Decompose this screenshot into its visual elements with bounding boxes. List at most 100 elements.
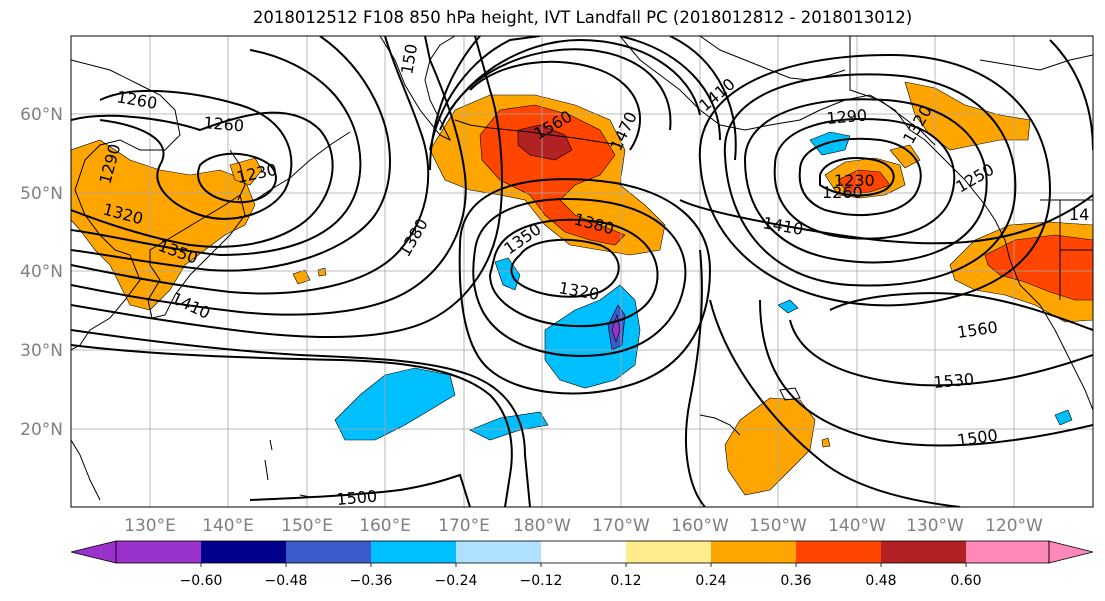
lon-label: 170°E bbox=[438, 516, 490, 536]
colorbar-tick-label: −0.60 bbox=[180, 573, 223, 589]
colorbar-segment bbox=[201, 541, 286, 563]
lat-label: 60°N bbox=[20, 105, 63, 125]
colorbar-segment bbox=[541, 541, 626, 563]
colorbar-segment bbox=[371, 541, 456, 563]
positive-region-small-2 bbox=[317, 267, 327, 277]
contour-1470-east bbox=[709, 299, 961, 507]
lon-label: 170°W bbox=[592, 516, 650, 536]
contour-1560-ridge bbox=[469, 60, 641, 151]
contour-1530-east bbox=[789, 319, 1093, 387]
positive-region-japan-small bbox=[229, 157, 263, 186]
colorbar-ticks bbox=[200, 563, 967, 567]
contour-1260-west bbox=[99, 89, 293, 220]
contour-1230-gulf bbox=[819, 157, 895, 197]
lon-label: 150°W bbox=[749, 516, 807, 536]
map-panel: 1260 1260 1230 1290 1320 1350 1410 150 1… bbox=[70, 35, 1094, 509]
colorbar-segment bbox=[286, 541, 371, 563]
colorbar-segment bbox=[626, 541, 711, 563]
contour-1470-ridge bbox=[429, 36, 721, 151]
coast-kamchatka bbox=[379, 36, 456, 142]
lon-label: 150°E bbox=[281, 516, 333, 536]
contour-1320-gulf bbox=[743, 98, 988, 264]
lon-label: 140°E bbox=[202, 516, 254, 536]
colorbar: −0.60 −0.48 −0.36 −0.24 −0.12 0.12 0.24 … bbox=[70, 540, 1094, 589]
contour-1290-west bbox=[71, 111, 334, 248]
negative-region-west-1 bbox=[334, 367, 456, 441]
lon-label: 120°W bbox=[985, 516, 1043, 536]
contour-1410-west bbox=[71, 36, 467, 316]
contour-1410-east bbox=[679, 194, 1093, 245]
coast-alaska bbox=[619, 36, 1093, 411]
map-title: 2018012512 F108 850 hPa height, IVT Land… bbox=[252, 8, 913, 27]
lat-label: 50°N bbox=[20, 184, 63, 204]
contour-1350-central bbox=[488, 218, 659, 328]
coast-kuril bbox=[254, 131, 351, 201]
contour-1350-west bbox=[71, 36, 391, 272]
contour-1320-central bbox=[510, 238, 620, 298]
colorbar-tick-label: 0.60 bbox=[950, 573, 981, 589]
colorbar-tick-label: −0.48 bbox=[265, 573, 308, 589]
lon-label: 160°W bbox=[671, 516, 729, 536]
colorbar-extend-min bbox=[70, 540, 117, 564]
colorbar-tick-label: 0.48 bbox=[865, 573, 896, 589]
coast-arctic-islands bbox=[979, 54, 1093, 71]
contour-1500-ridge bbox=[439, 38, 701, 131]
colorbar-tick-label: 0.36 bbox=[780, 573, 811, 589]
colorbar-extend-max bbox=[1048, 540, 1094, 564]
very-strong-positive-aleutian bbox=[517, 124, 573, 161]
lon-label: 130°W bbox=[906, 516, 964, 536]
lon-label: 180°W bbox=[513, 516, 571, 536]
height-contours bbox=[71, 36, 1093, 507]
latitude-labels: 60°N 50°N 40°N 30°N 20°N bbox=[20, 105, 63, 440]
coast-hawaii-big bbox=[779, 387, 801, 401]
contour-1410-central bbox=[458, 178, 712, 395]
contour-1500-west bbox=[71, 344, 513, 507]
lat-label: 40°N bbox=[20, 262, 63, 282]
contour-label: 14 bbox=[1069, 205, 1089, 224]
coast-phil bbox=[71, 439, 101, 501]
colorbar-tick-label: 0.24 bbox=[695, 573, 726, 589]
contour-1440-ridge bbox=[429, 36, 737, 171]
colorbar-tick-label: −0.24 bbox=[435, 573, 478, 589]
longitude-labels: 130°E 140°E 150°E 160°E 170°E 180°W 170°… bbox=[124, 516, 1043, 536]
coast-sakhalin bbox=[229, 149, 246, 201]
contour-label: 1230 bbox=[834, 171, 875, 190]
contour-label: 1260 bbox=[822, 183, 863, 202]
colorbar-tick-label: −0.36 bbox=[350, 573, 393, 589]
colorbar-frame bbox=[115, 540, 1050, 564]
contour-label: 1530 bbox=[933, 370, 975, 392]
contour-1350-gulf bbox=[723, 73, 1017, 287]
contour-1500-south bbox=[249, 473, 471, 507]
contour-label: 1290 bbox=[826, 106, 868, 128]
coast-hawaii bbox=[699, 414, 741, 436]
lon-label: 140°W bbox=[828, 516, 886, 536]
contour-label: 1260 bbox=[203, 113, 245, 135]
negative-region-alaska bbox=[809, 131, 851, 156]
map-frame bbox=[70, 35, 1094, 508]
positive-region-tiny bbox=[821, 437, 831, 448]
contour-1560-east bbox=[829, 292, 1093, 331]
strong-positive-westcoast bbox=[984, 234, 1093, 301]
contour-1410-northeast bbox=[1049, 39, 1093, 151]
coast-asia bbox=[71, 59, 181, 351]
contour-label: 1500 bbox=[336, 487, 378, 509]
coast-aleutian-islands bbox=[454, 119, 621, 146]
colorbar-segment bbox=[796, 541, 881, 563]
lon-label: 130°E bbox=[124, 516, 176, 536]
colorbar-labels: −0.60 −0.48 −0.36 −0.24 −0.12 0.12 0.24 … bbox=[180, 573, 982, 589]
colorbar-segment bbox=[966, 541, 1049, 563]
contour-1530-ridge bbox=[449, 48, 672, 131]
coast-japan bbox=[147, 194, 246, 319]
contour-1440-west bbox=[71, 36, 503, 338]
colorbar-tick-label: 0.12 bbox=[610, 573, 641, 589]
colorbar-tick-label: −0.12 bbox=[520, 573, 563, 589]
contour-1380-gulf bbox=[698, 53, 1052, 307]
colorbar-segment bbox=[881, 541, 966, 563]
lat-label: 30°N bbox=[20, 341, 63, 361]
graticule bbox=[71, 36, 1093, 507]
colorbar-segment bbox=[456, 541, 541, 563]
contour-1380-central bbox=[472, 198, 687, 357]
colorbar-segment bbox=[116, 541, 201, 563]
lon-label: 160°E bbox=[359, 516, 411, 536]
